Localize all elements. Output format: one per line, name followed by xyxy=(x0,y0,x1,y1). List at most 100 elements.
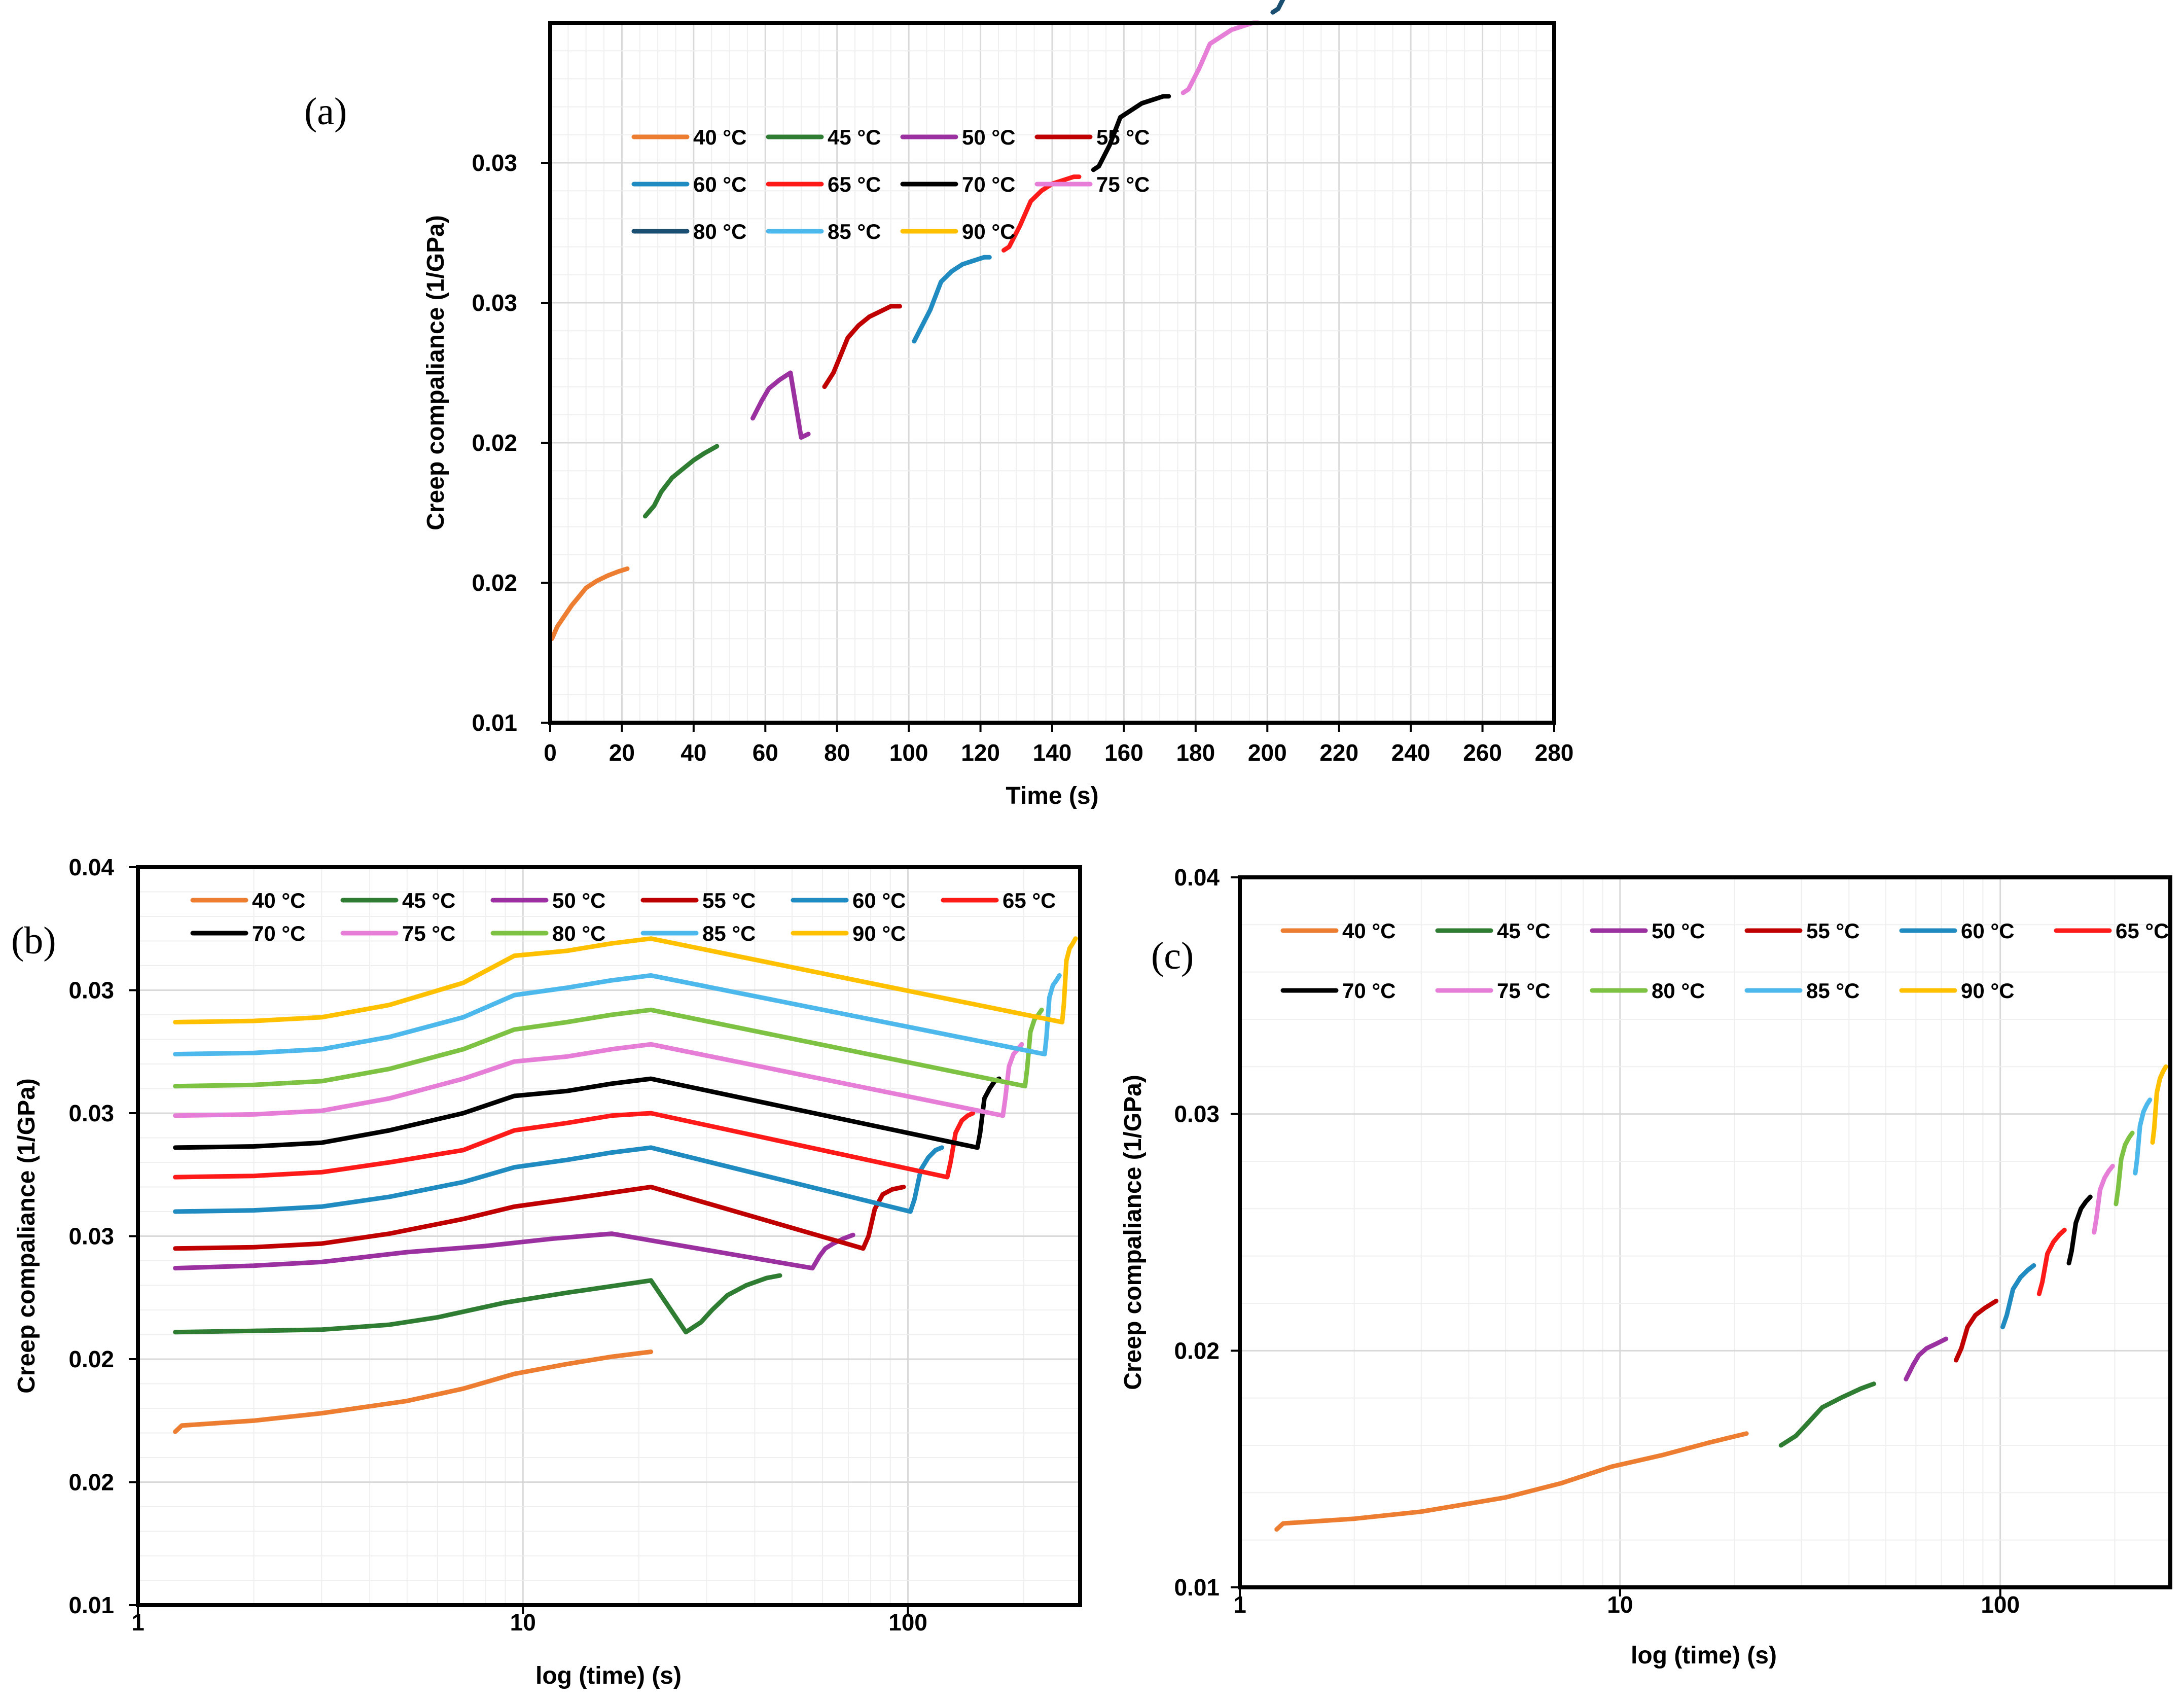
series-50-c-a xyxy=(750,370,811,440)
legend-item-60-c: 60 °C xyxy=(791,889,906,912)
legend-label: 45 °C xyxy=(828,125,881,149)
series-line-75-c xyxy=(1180,20,1261,95)
series-70-c-b xyxy=(173,1076,1001,1150)
series-40-c-b xyxy=(173,1350,654,1434)
x-tick-label: 10 xyxy=(510,1609,536,1636)
legend-item-45-c: 45 °C xyxy=(1435,919,1551,943)
y-tick-label: 0.03 xyxy=(68,1100,114,1126)
legend-item-80-c: 80 °C xyxy=(631,220,747,243)
x-tick-label: 0 xyxy=(544,739,557,766)
series-line-65-c xyxy=(2036,1227,2067,1296)
series-60-c-c xyxy=(2000,1263,2036,1330)
series-75-c-c xyxy=(2092,1163,2115,1235)
x-tick-label: 10 xyxy=(1607,1591,1633,1618)
series-55-c-a xyxy=(822,304,902,389)
legend-item-40-c: 40 °C xyxy=(631,125,747,149)
legend-label: 50 °C xyxy=(552,889,606,912)
x-tick-label: 120 xyxy=(961,739,1000,766)
series-85-c-c xyxy=(2133,1097,2153,1176)
legend-item-50-c: 50 °C xyxy=(490,889,606,912)
legend-item-55-c: 55 °C xyxy=(1744,919,1860,943)
series-65-c-b xyxy=(173,1111,976,1180)
legend-label: 55 °C xyxy=(702,889,756,912)
legend-item-55-c: 55 °C xyxy=(640,889,756,912)
legend-label: 90 °C xyxy=(962,220,1016,243)
series-line-85-c xyxy=(173,973,1062,1057)
x-tick-label: 100 xyxy=(888,1609,927,1636)
legend-label: 80 °C xyxy=(552,921,606,945)
series-line-80-c xyxy=(2114,1130,2135,1206)
y-tick-label: 0.02 xyxy=(68,1469,114,1496)
x-axis-title: log (time) (s) xyxy=(535,1662,682,1689)
series-70-c-c xyxy=(2066,1194,2093,1266)
series-60-c-a xyxy=(912,255,992,344)
legend-item-55-c: 55 °C xyxy=(1034,125,1150,149)
x-tick-label: 100 xyxy=(889,739,928,766)
legend-item-65-c: 65 °C xyxy=(2054,919,2169,943)
legend-item-90-c: 90 °C xyxy=(791,921,906,945)
series-75-c-a xyxy=(1180,20,1261,95)
series-line-75-c xyxy=(2092,1163,2115,1235)
series-line-50-c xyxy=(750,370,811,440)
legend-label: 60 °C xyxy=(852,889,906,912)
y-tick-label: 0.03 xyxy=(472,290,517,316)
legend-label: 85 °C xyxy=(702,921,756,945)
series-line-50-c xyxy=(173,1231,855,1271)
series-80-c-c xyxy=(2114,1130,2135,1206)
legend-label: 60 °C xyxy=(1961,919,2015,943)
series-line-45-c xyxy=(1778,1381,1876,1448)
series-65-c-a xyxy=(1001,174,1082,253)
series-60-c-b xyxy=(173,1145,944,1214)
legend-label: 70 °C xyxy=(1342,979,1396,1003)
legend-item-80-c: 80 °C xyxy=(490,921,606,945)
x-tick-label: 200 xyxy=(1248,739,1287,766)
series-line-60-c xyxy=(2000,1263,2036,1330)
x-axis-title: Time (s) xyxy=(1006,783,1098,809)
legend-item-70-c: 70 °C xyxy=(190,921,306,945)
series-line-65-c xyxy=(173,1111,976,1180)
x-tick-label: 160 xyxy=(1104,739,1143,766)
y-tick-label: 0.03 xyxy=(68,1223,114,1250)
y-tick-label: 0.02 xyxy=(68,1346,114,1372)
legend-item-75-c: 75 °C xyxy=(1034,172,1150,196)
x-tick-label: 80 xyxy=(824,739,850,766)
x-tick-label: 240 xyxy=(1391,739,1430,766)
legend-item-75-c: 75 °C xyxy=(340,921,456,945)
y-axis-title: Creep compaliance (1/GPa) xyxy=(13,1078,40,1394)
series-line-80-c xyxy=(1270,0,1285,15)
panel-label: (c) xyxy=(1151,935,1194,977)
plot-frame-b xyxy=(136,865,1082,1607)
x-tick-label: 280 xyxy=(1535,739,1574,766)
legend-label: 40 °C xyxy=(693,125,747,149)
panel-label: (b) xyxy=(11,919,56,962)
y-tick-label: 0.03 xyxy=(472,150,517,176)
x-tick-label: 1 xyxy=(131,1609,145,1636)
legend-item-40-c: 40 °C xyxy=(1280,919,1396,943)
legend-item-45-c: 45 °C xyxy=(766,125,881,149)
legend-label: 80 °C xyxy=(693,220,747,243)
legend-label: 80 °C xyxy=(1652,979,1705,1003)
legend-label: 85 °C xyxy=(1806,979,1860,1003)
series-line-70-c xyxy=(2066,1194,2093,1266)
series-85-c-b xyxy=(173,973,1062,1057)
x-tick-label: 40 xyxy=(681,739,706,766)
legend-label: 55 °C xyxy=(1806,919,1860,943)
series-50-c-c xyxy=(1904,1336,1949,1381)
legend-item-50-c: 50 °C xyxy=(1590,919,1705,943)
legend-item-65-c: 65 °C xyxy=(766,172,881,196)
series-80-c-a xyxy=(1270,0,1285,15)
series-line-70-c xyxy=(173,1076,1001,1150)
x-tick-label: 60 xyxy=(753,739,778,766)
legend-label: 45 °C xyxy=(1497,919,1551,943)
legend-item-50-c: 50 °C xyxy=(900,125,1016,149)
y-tick-label: 0.01 xyxy=(1174,1574,1220,1601)
series-line-55-c xyxy=(822,304,902,389)
legend-label: 40 °C xyxy=(252,889,306,912)
legend-label: 75 °C xyxy=(402,921,456,945)
legend-a: 40 °C 45 °C 50 °C 55 °C 60 °C 65 °C 70 °C 75 °C… xyxy=(631,125,1150,243)
plot-frame-c xyxy=(1238,875,2172,1589)
series-line-90-c xyxy=(2150,1064,2168,1145)
legend-item-40-c: 40 °C xyxy=(190,889,306,912)
legend-item-60-c: 60 °C xyxy=(1899,919,2015,943)
series-80-c-b xyxy=(173,1007,1044,1089)
